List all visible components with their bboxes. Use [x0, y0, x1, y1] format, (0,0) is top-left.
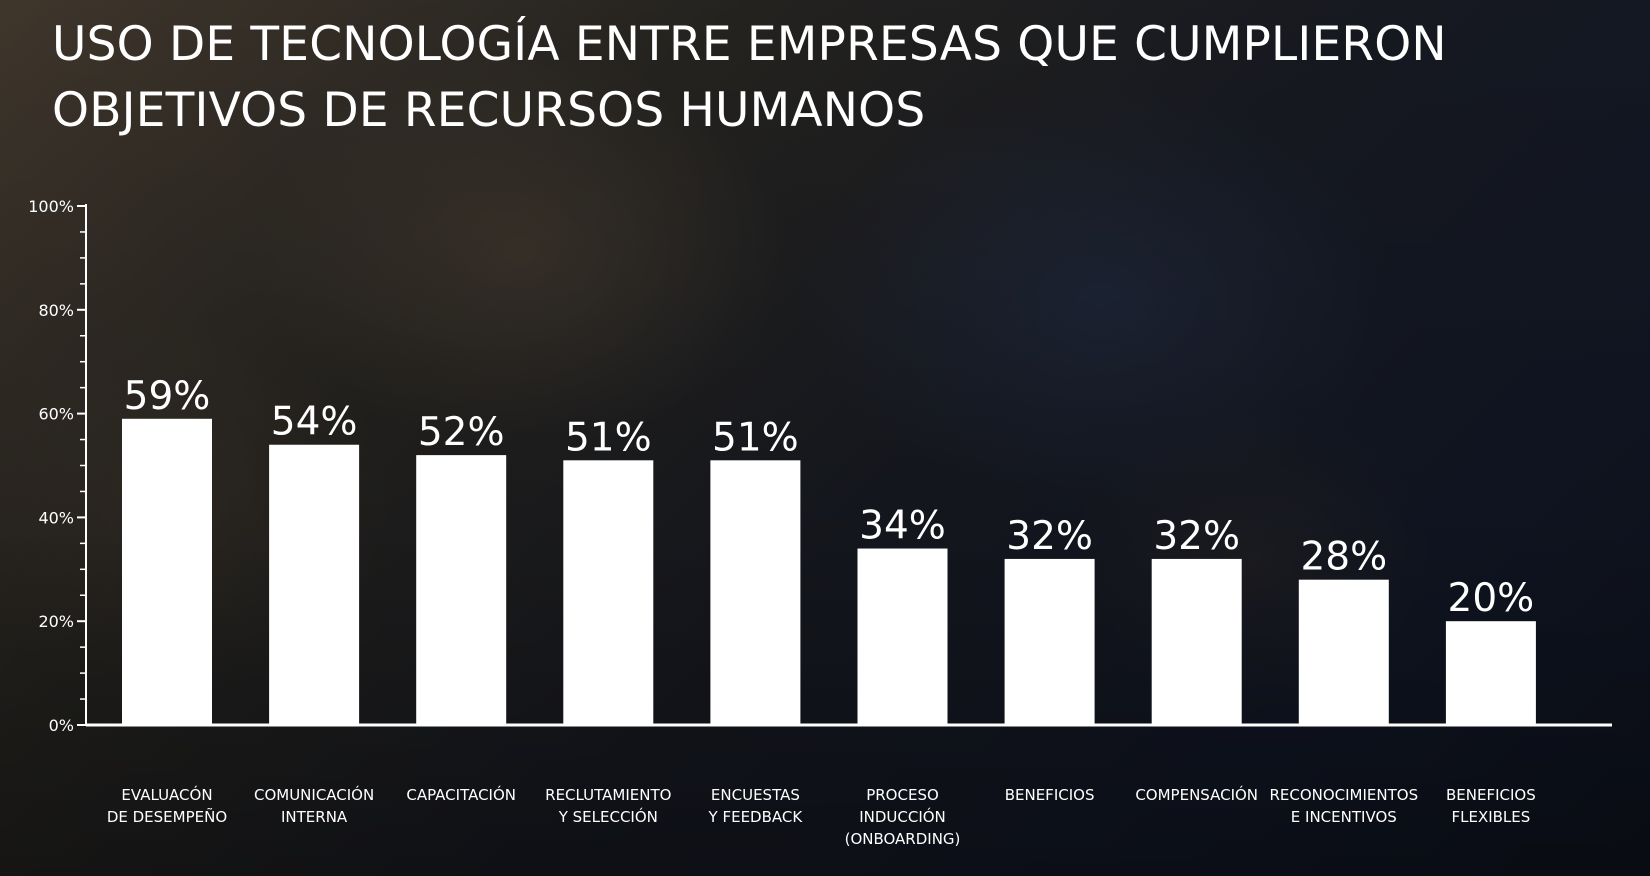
x-tick-label: BENEFICIOS [1004, 786, 1095, 804]
bar [857, 548, 948, 725]
x-tick-label: RECONOCIMIENTOS E INCENTIVOS [1269, 786, 1419, 826]
y-tick-label: 20% [38, 612, 74, 631]
bar-value-label: 28% [1300, 535, 1387, 580]
y-tick-label: 0% [49, 716, 74, 735]
bar-value-label: 51% [565, 415, 652, 460]
chart-title: USO DE TECNOLOGÍA ENTRE EMPRESAS QUE CUM… [52, 12, 1632, 144]
bar [1445, 621, 1536, 725]
bar [416, 455, 507, 725]
y-tick-label: 40% [38, 508, 74, 527]
bar [122, 418, 212, 725]
x-tick-label: CAPACITACIÓN [406, 786, 516, 804]
bar-value-label: 54% [271, 400, 358, 445]
bar-value-label: 59% [124, 374, 211, 419]
bar-value-label: 52% [418, 410, 505, 455]
bar-value-label: 32% [1006, 514, 1093, 559]
bar [269, 444, 360, 725]
y-tick-label: 100% [28, 197, 74, 216]
x-tick-label: ENCUESTAS Y FEEDBACK [708, 786, 803, 826]
bar-value-label: 20% [1448, 576, 1535, 621]
bar [1004, 558, 1095, 725]
x-tick-label: RECLUTAMIENTO Y SELECCIÓN [545, 786, 672, 826]
bar-value-label: 32% [1153, 514, 1240, 559]
y-tick-label: 60% [38, 405, 74, 424]
title-line-1: USO DE TECNOLOGÍA ENTRE EMPRESAS QUE CUM… [52, 17, 1447, 72]
bar-value-label: 34% [859, 504, 946, 549]
bar [563, 460, 654, 725]
y-tick-label: 80% [38, 301, 74, 320]
bar-value-label: 51% [712, 415, 799, 460]
x-tick-label: PROCESO INDUCCIÓN (ONBOARDING) [844, 786, 961, 848]
bar [1151, 558, 1242, 725]
bar [1298, 579, 1389, 725]
x-tick-label: EVALUACÓN DE DESEMPEÑO [106, 786, 228, 826]
bar [710, 460, 801, 725]
title-line-2: OBJETIVOS DE RECURSOS HUMANOS [52, 83, 926, 138]
x-tick-label: BENEFICIOS FLEXIBLES [1446, 786, 1536, 826]
x-tick-label: COMUNICACIÓN INTERNA [253, 786, 375, 826]
x-tick-label: COMPENSACIÓN [1135, 786, 1259, 804]
